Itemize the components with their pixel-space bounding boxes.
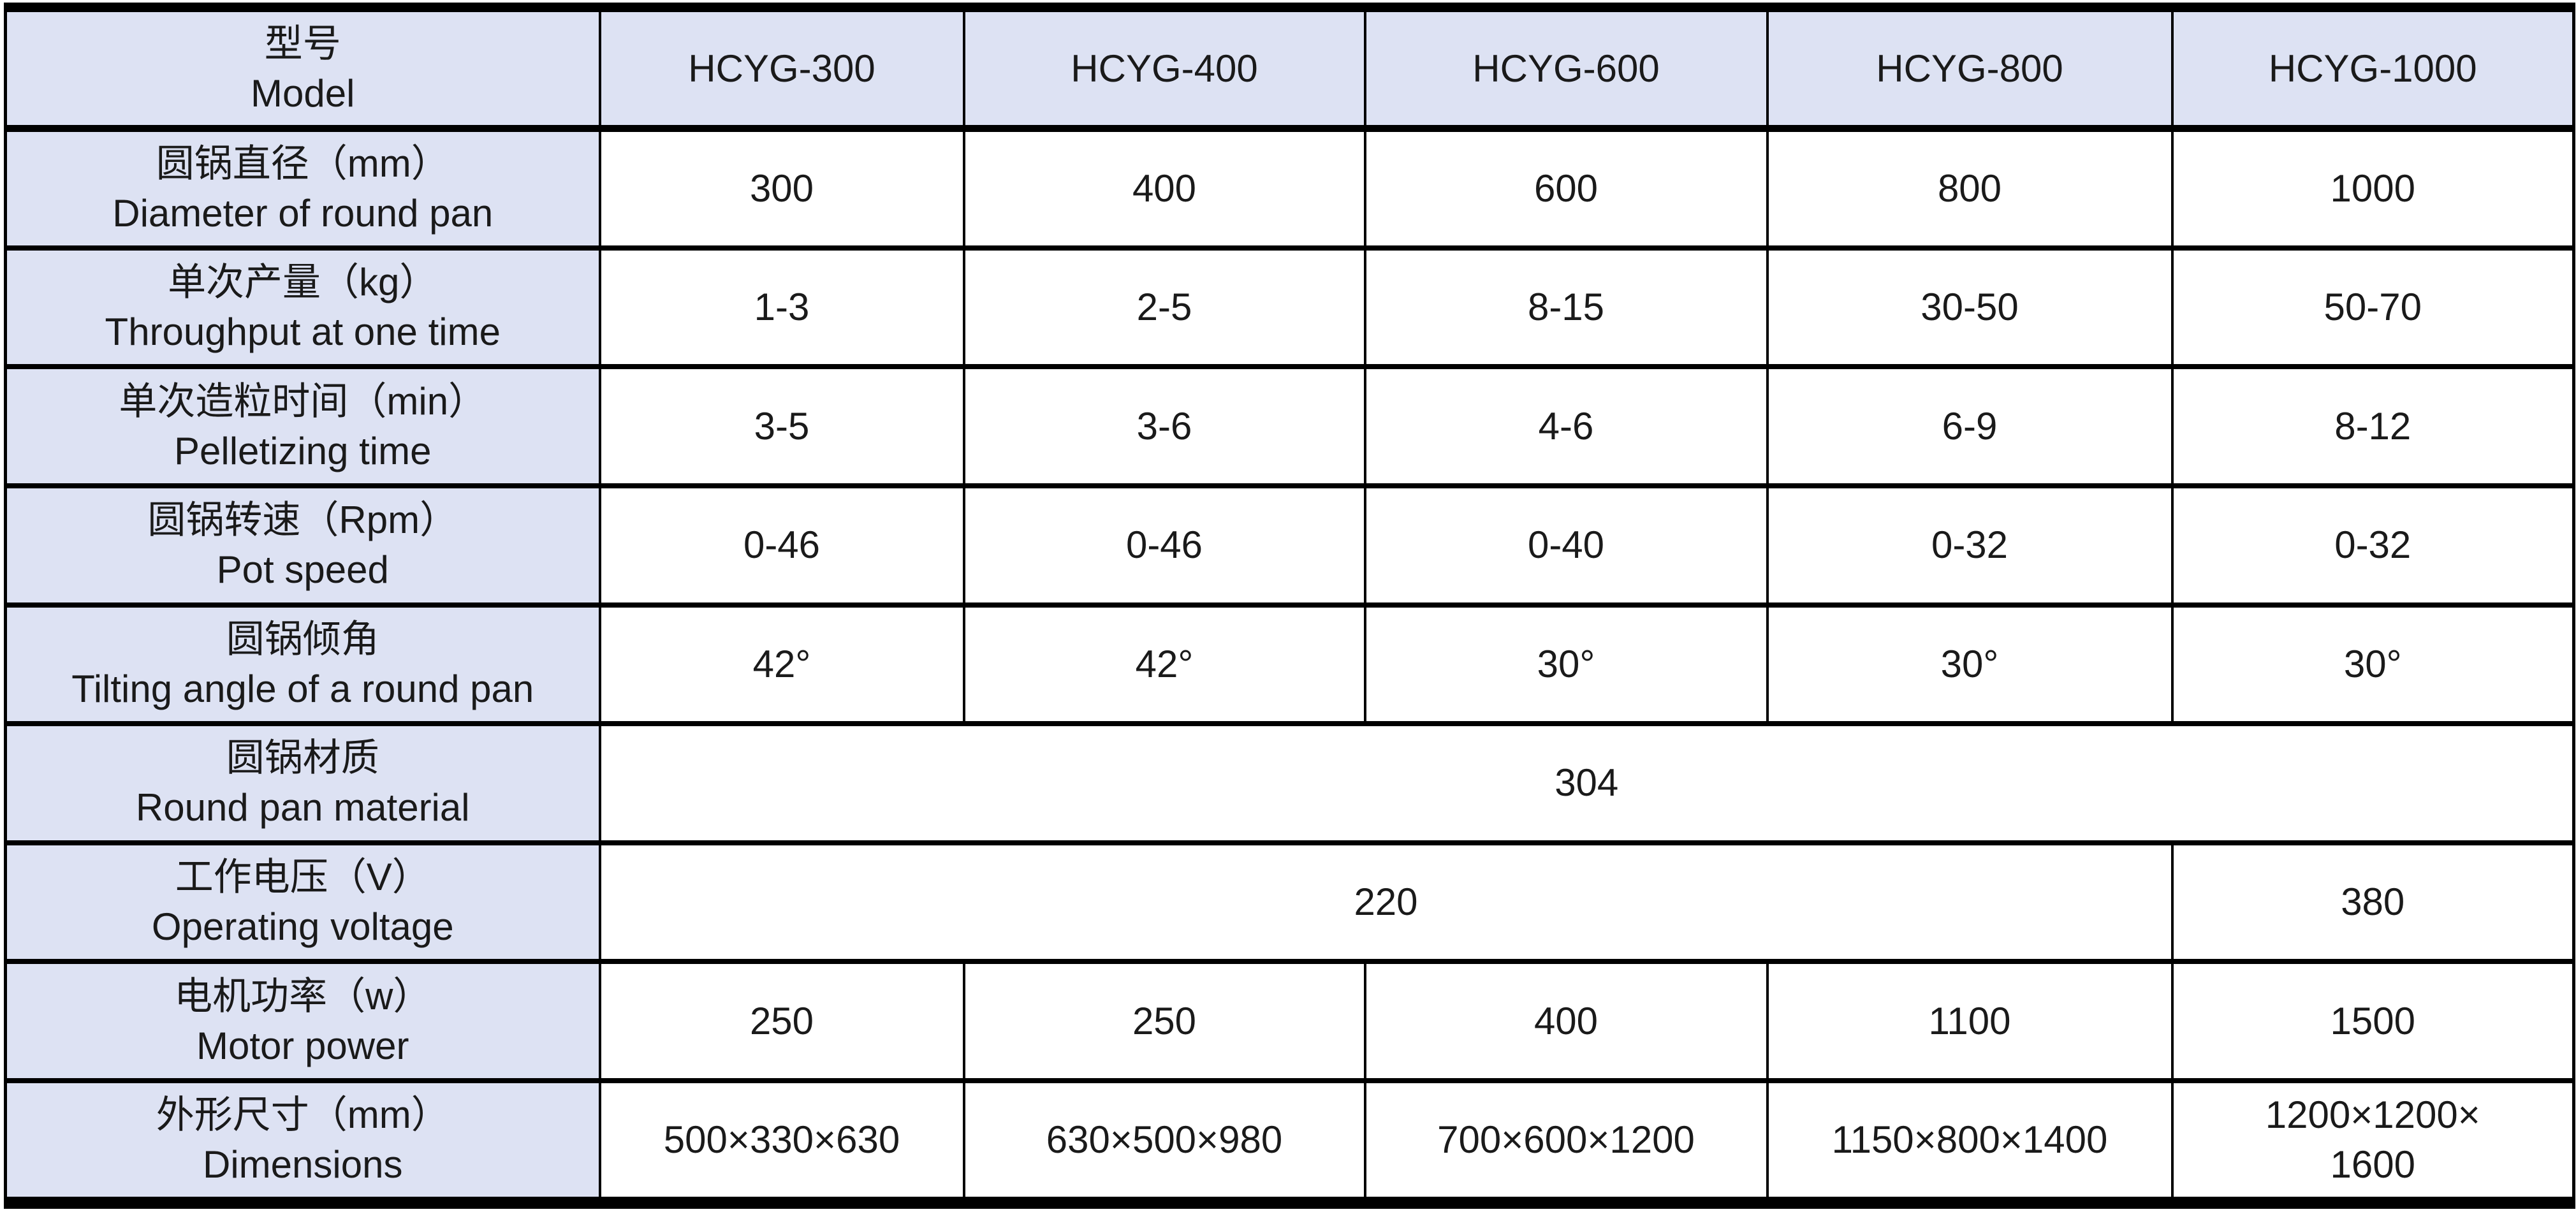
value-cell: 8-15 — [1363, 245, 1769, 370]
row-label-zh: 电机功率（w） — [174, 974, 432, 1018]
row-label-zh: 圆锅直径（mm） — [156, 142, 450, 185]
value-cell: 8-12 — [2170, 364, 2575, 488]
row-label-zh: 圆锅倾角 — [226, 617, 379, 661]
value-cell: 30° — [1766, 602, 2174, 727]
row-label-cell: 单次造粒时间（min） Pelletizing time — [4, 364, 601, 488]
row-label-zh: 圆锅转速（Rpm） — [147, 499, 458, 542]
value-cell: 30-50 — [1766, 245, 2174, 370]
row-label-en: Pot speed — [216, 548, 389, 592]
row-tilting-angle: 圆锅倾角 Tilting angle of a round pan 42° 42… — [4, 602, 2575, 727]
value-cell: 400 — [962, 126, 1366, 251]
model-column-header: HCYG-1000 — [2170, 3, 2575, 132]
value-cell: 250 — [962, 959, 1366, 1084]
value-cell: 3-6 — [962, 364, 1366, 488]
row-label-zh: 工作电压（V） — [175, 856, 430, 899]
row-pelletizing-time: 单次造粒时间（min） Pelletizing time 3-5 3-6 4-6… — [4, 364, 2575, 488]
value-cell: 3-5 — [598, 364, 965, 488]
row-label-cell: 圆锅倾角 Tilting angle of a round pan — [4, 602, 601, 727]
value-cell: 1200×1200×1600 — [2170, 1078, 2575, 1209]
row-label-cell: 单次产量（kg） Throughput at one time — [4, 245, 601, 370]
value-cell: 1500 — [2170, 959, 2575, 1084]
value-cell: 42° — [598, 602, 965, 727]
row-label-en: Throughput at one time — [105, 310, 501, 353]
header-row: 型号 Model HCYG-300 HCYG-400 HCYG-600 HCYG… — [4, 3, 2575, 132]
row-label-cell: 圆锅材质 Round pan material — [4, 721, 601, 845]
row-label-cell: 圆锅直径（mm） Diameter of round pan — [4, 126, 601, 251]
row-label-en: Diameter of round pan — [112, 191, 494, 235]
row-label-en: Pelletizing time — [173, 429, 432, 472]
value-cell: 1000 — [2170, 126, 2575, 251]
row-label-en: Dimensions — [203, 1143, 403, 1186]
row-label-cell: 外形尺寸（mm） Dimensions — [4, 1078, 601, 1209]
value-cell: 2-5 — [962, 245, 1366, 370]
value-cell: 0-46 — [962, 483, 1366, 608]
value-cell: 630×500×980 — [962, 1078, 1366, 1209]
value-cell: 50-70 — [2170, 245, 2575, 370]
value-cell: 300 — [598, 126, 965, 251]
dimension-value: 1200×1200×1600 — [2265, 1093, 2480, 1186]
value-cell: 0-32 — [1766, 483, 2174, 608]
row-label-en: Motor power — [196, 1024, 409, 1067]
row-dimensions: 外形尺寸（mm） Dimensions 500×330×630 630×500×… — [4, 1078, 2575, 1209]
value-cell: 0-46 — [598, 483, 965, 608]
model-column-header: HCYG-300 — [598, 3, 965, 132]
value-cell: 30° — [2170, 602, 2575, 727]
row-label-en: Round pan material — [135, 786, 470, 829]
value-cell: 500×330×630 — [598, 1078, 965, 1209]
row-label-zh: 单次产量（kg） — [168, 260, 438, 303]
value-cell: 1150×800×1400 — [1766, 1078, 2174, 1209]
row-pan-material: 圆锅材质 Round pan material 304 — [4, 721, 2575, 845]
spec-table: 型号 Model HCYG-300 HCYG-400 HCYG-600 HCYG… — [4, 3, 2575, 1209]
row-label-cell: 电机功率（w） Motor power — [4, 959, 601, 1084]
value-cell: 400 — [1363, 959, 1769, 1084]
value-cell: 6-9 — [1766, 364, 2174, 488]
row-label-en: Operating voltage — [151, 905, 454, 949]
model-label-en: Model — [251, 71, 355, 115]
row-label-cell: 圆锅转速（Rpm） Pot speed — [4, 483, 601, 608]
value-cell: 250 — [598, 959, 965, 1084]
value-cell: 800 — [1766, 126, 2174, 251]
model-column-header: HCYG-800 — [1766, 3, 2174, 132]
row-label-en: Tilting angle of a round pan — [71, 667, 534, 710]
row-label-cell: 工作电压（V） Operating voltage — [4, 840, 601, 965]
value-cell: 1-3 — [598, 245, 965, 370]
value-cell-merged: 220 — [598, 840, 2174, 965]
value-cell: 700×600×1200 — [1363, 1078, 1769, 1209]
row-pot-speed: 圆锅转速（Rpm） Pot speed 0-46 0-46 0-40 0-32 … — [4, 483, 2575, 608]
row-diameter: 圆锅直径（mm） Diameter of round pan 300 400 6… — [4, 126, 2575, 251]
value-cell-merged: 304 — [598, 721, 2575, 845]
value-cell: 600 — [1363, 126, 1769, 251]
row-operating-voltage: 工作电压（V） Operating voltage 220 380 — [4, 840, 2575, 965]
model-header-cell: 型号 Model — [4, 3, 601, 132]
row-label-zh: 单次造粒时间（min） — [119, 379, 487, 423]
model-column-header: HCYG-400 — [962, 3, 1366, 132]
row-throughput: 单次产量（kg） Throughput at one time 1-3 2-5 … — [4, 245, 2575, 370]
row-label-zh: 外形尺寸（mm） — [156, 1093, 450, 1137]
row-label-zh: 圆锅材质 — [226, 736, 379, 780]
row-motor-power: 电机功率（w） Motor power 250 250 400 1100 150… — [4, 959, 2575, 1084]
value-cell: 1100 — [1766, 959, 2174, 1084]
value-cell: 4-6 — [1363, 364, 1769, 488]
value-cell: 42° — [962, 602, 1366, 727]
value-cell: 30° — [1363, 602, 1769, 727]
value-cell: 380 — [2170, 840, 2575, 965]
model-column-header: HCYG-600 — [1363, 3, 1769, 132]
value-cell: 0-40 — [1363, 483, 1769, 608]
model-label-zh: 型号 — [264, 22, 341, 65]
value-cell: 0-32 — [2170, 483, 2575, 608]
